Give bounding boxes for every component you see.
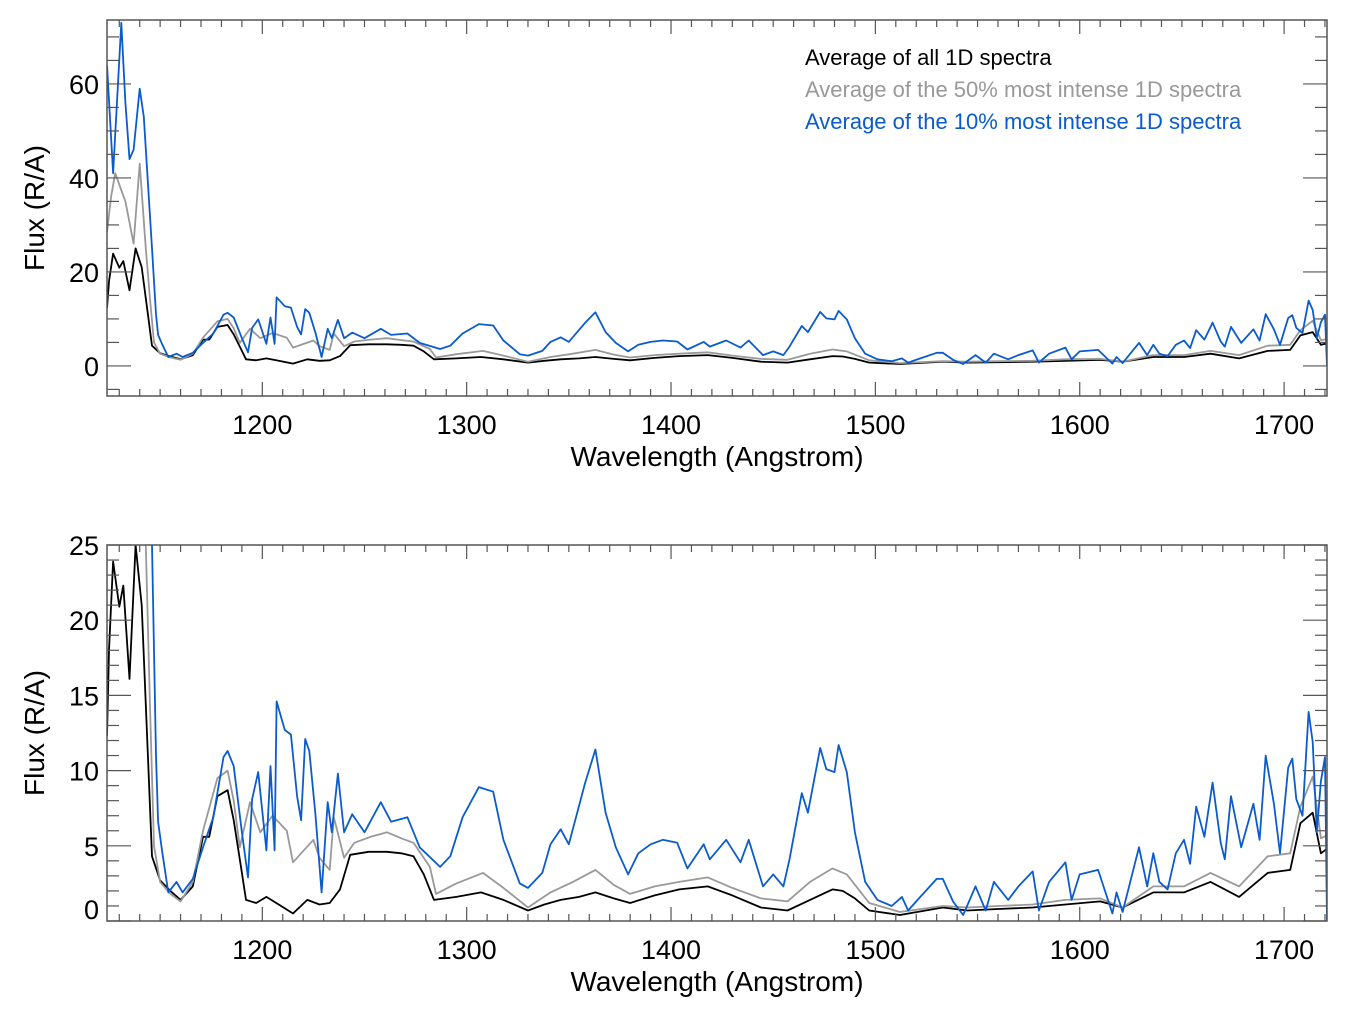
y-tick-label: 20: [69, 258, 99, 288]
plot-frame: [106, 19, 1328, 397]
series-line-top10: [107, 21, 1327, 366]
x-tick-label: 1300: [437, 410, 497, 440]
y-tick-label: 25: [69, 531, 99, 561]
x-tick-label: 1600: [1050, 935, 1110, 965]
y-tick-label: 5: [84, 832, 99, 862]
x-axis-title: Wavelength (Angstrom): [570, 966, 863, 997]
legend: Average of all 1D spectra Average of the…: [805, 45, 1242, 134]
x-axis-title: Wavelength (Angstrom): [570, 441, 863, 472]
series-group: [107, 21, 1327, 366]
top-panel-full-range: 1200 1300 1400 1500 1600 1700 0 20 40 60 Wavelengt…: [19, 19, 1328, 472]
plot-frame: [106, 544, 1328, 922]
series-line-top50: [107, 162, 1327, 364]
y-axis-title: Flux (R/A): [19, 670, 50, 796]
x-tick-label: 1500: [845, 410, 905, 440]
legend-entry-top10: Average of the 10% most intense 1D spect…: [805, 109, 1242, 134]
x-tick-label: 1600: [1050, 410, 1110, 440]
x-tick-label: 1500: [845, 935, 905, 965]
x-tick-label: 1700: [1254, 410, 1314, 440]
y-axis-title: Flux (R/A): [19, 145, 50, 271]
y-tick-label: 0: [84, 352, 99, 382]
y-tick-label: 15: [69, 681, 99, 711]
series-line-all: [107, 247, 1327, 365]
x-tick-label: 1400: [641, 935, 701, 965]
series-line-top50: [144, 545, 1327, 913]
series-group: [107, 545, 1327, 921]
x-tick-label: 1200: [232, 935, 292, 965]
x-tick-label: 1700: [1254, 935, 1314, 965]
x-tick-label: 1200: [232, 410, 292, 440]
series-line-all: [107, 545, 1327, 916]
y-tick-label: 0: [84, 895, 99, 925]
legend-entry-top50: Average of the 50% most intense 1D spect…: [805, 77, 1242, 102]
x-tick-label: 1400: [641, 410, 701, 440]
x-tick-label: 1300: [437, 935, 497, 965]
y-tick-label: 10: [69, 757, 99, 787]
y-tick-label: 40: [69, 164, 99, 194]
legend-entry-all: Average of all 1D spectra: [805, 45, 1052, 70]
y-tick-label: 60: [69, 70, 99, 100]
bottom-panel-zoomed: 1200 1300 1400 1500 1600 1700 0 5 10 15 20 25 Wavele…: [19, 531, 1328, 997]
series-line-top10: [151, 545, 1327, 921]
y-tick-label: 20: [69, 606, 99, 636]
